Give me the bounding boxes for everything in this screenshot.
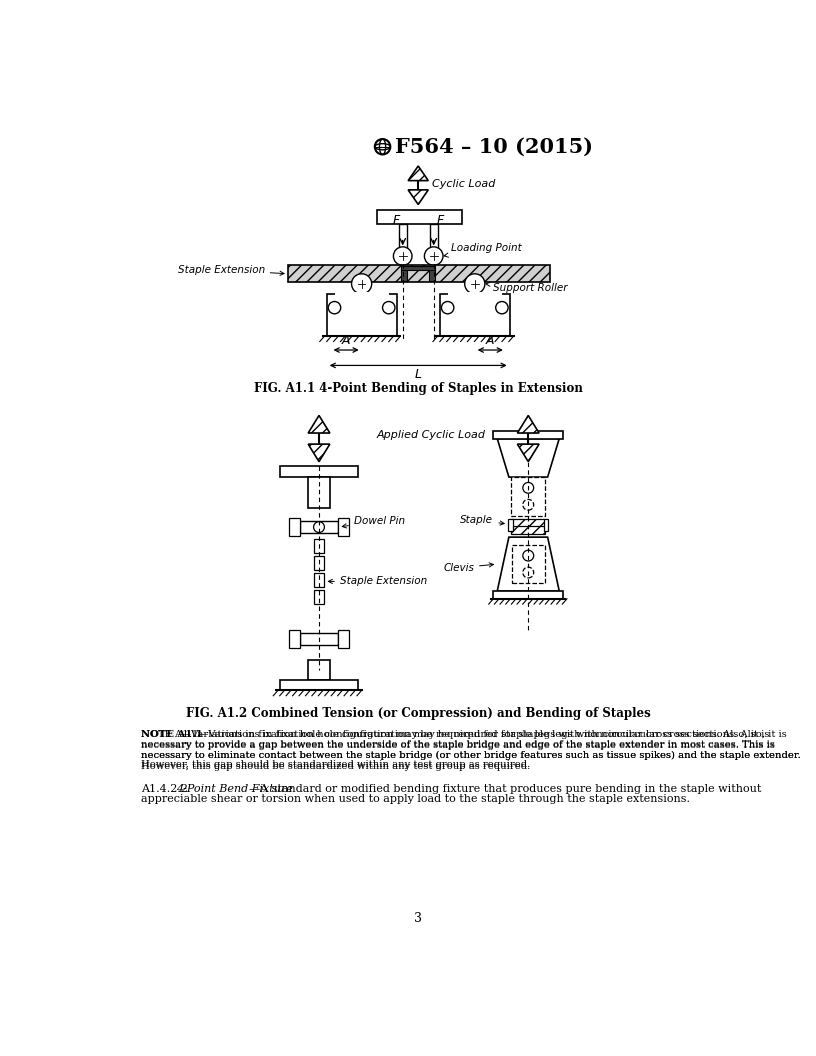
Text: Support Roller: Support Roller: [486, 282, 567, 293]
Polygon shape: [308, 445, 330, 461]
Bar: [313, 590, 325, 604]
Circle shape: [313, 522, 325, 532]
Text: necessary to eliminate contact between the staple bridge (or other bridge featur: necessary to eliminate contact between t…: [140, 751, 800, 759]
Bar: [511, 518, 545, 529]
Circle shape: [495, 302, 508, 314]
Polygon shape: [497, 538, 559, 591]
Circle shape: [383, 302, 395, 314]
Bar: [401, 267, 407, 282]
Polygon shape: [517, 415, 539, 433]
Circle shape: [424, 247, 443, 265]
Text: Applied Cyclic Load: Applied Cyclic Load: [377, 430, 486, 439]
Bar: [511, 477, 545, 515]
Text: F564 – 10 (2015): F564 – 10 (2015): [395, 136, 593, 156]
Bar: [399, 224, 406, 254]
Text: F: F: [392, 214, 400, 227]
Bar: [299, 633, 339, 645]
Text: F: F: [437, 214, 444, 227]
Bar: [543, 518, 548, 531]
Text: NOTE A1.1: NOTE A1.1: [140, 731, 202, 739]
Text: Clevis: Clevis: [443, 563, 494, 573]
Polygon shape: [497, 438, 559, 477]
Bar: [508, 518, 512, 531]
Bar: [308, 660, 330, 680]
Bar: [377, 210, 463, 224]
Bar: [289, 517, 299, 536]
Bar: [448, 293, 502, 307]
Text: —A standard or modified bending fixture that produces pure bending in the staple: —A standard or modified bending fixture …: [249, 785, 761, 794]
Bar: [401, 266, 435, 270]
Bar: [326, 294, 397, 336]
Text: L: L: [415, 369, 422, 381]
Bar: [511, 526, 545, 534]
Bar: [280, 467, 357, 477]
Text: 3: 3: [415, 911, 422, 925]
Text: FIG. A1.2 Combined Tension (or Compression) and Bending of Staples: FIG. A1.2 Combined Tension (or Compressi…: [186, 708, 650, 720]
Text: 4-Point Bend Fixture: 4-Point Bend Fixture: [175, 785, 292, 794]
Bar: [313, 573, 325, 587]
Bar: [339, 517, 349, 536]
Bar: [339, 629, 349, 648]
Bar: [430, 224, 437, 254]
Circle shape: [393, 247, 412, 265]
Polygon shape: [308, 415, 330, 433]
Circle shape: [523, 483, 534, 493]
Bar: [429, 267, 435, 282]
Polygon shape: [517, 445, 539, 461]
Text: A: A: [486, 334, 494, 347]
Bar: [440, 294, 510, 336]
Bar: [335, 293, 388, 307]
Bar: [512, 545, 544, 583]
Circle shape: [441, 302, 454, 314]
Bar: [289, 629, 299, 648]
Bar: [313, 557, 325, 570]
Polygon shape: [408, 190, 428, 205]
Text: Dowel Pin: Dowel Pin: [342, 516, 405, 528]
Text: necessary to provide a gap between the underside of the staple bridge and edge o: necessary to provide a gap between the u…: [140, 740, 774, 750]
Circle shape: [328, 302, 341, 314]
Bar: [308, 477, 330, 508]
Text: —Variations in fixation hole configuration may be required for staple legs with : —Variations in fixation hole configurati…: [181, 731, 769, 739]
Text: Staple Extension: Staple Extension: [328, 577, 427, 586]
Bar: [299, 521, 339, 533]
Text: A1.4.2.2: A1.4.2.2: [140, 785, 191, 794]
Text: appreciable shear or torsion when used to apply load to the staple through the s: appreciable shear or torsion when used t…: [140, 794, 690, 805]
Circle shape: [523, 550, 534, 561]
Text: Loading Point: Loading Point: [444, 243, 521, 258]
Text: A: A: [342, 334, 350, 347]
Circle shape: [352, 274, 372, 294]
Text: However, this gap should be standardized within any test group as required.: However, this gap should be standardized…: [140, 760, 530, 770]
Text: Staple Extension: Staple Extension: [178, 265, 284, 276]
Circle shape: [523, 567, 534, 578]
Text: Cyclic Load: Cyclic Load: [432, 178, 495, 189]
Circle shape: [464, 274, 485, 294]
Bar: [313, 540, 325, 553]
Text: Staple: Staple: [460, 515, 504, 525]
Bar: [494, 431, 563, 438]
Text: FIG. A1.1 4-Point Bending of Staples in Extension: FIG. A1.1 4-Point Bending of Staples in …: [254, 382, 583, 395]
Text: NOTE A1.1—Variations in fixation hole configuration may be required for staple l: NOTE A1.1—Variations in fixation hole co…: [140, 731, 800, 771]
Bar: [288, 265, 550, 282]
Bar: [494, 591, 563, 599]
Circle shape: [523, 499, 534, 510]
Polygon shape: [408, 166, 428, 181]
Bar: [280, 680, 357, 691]
